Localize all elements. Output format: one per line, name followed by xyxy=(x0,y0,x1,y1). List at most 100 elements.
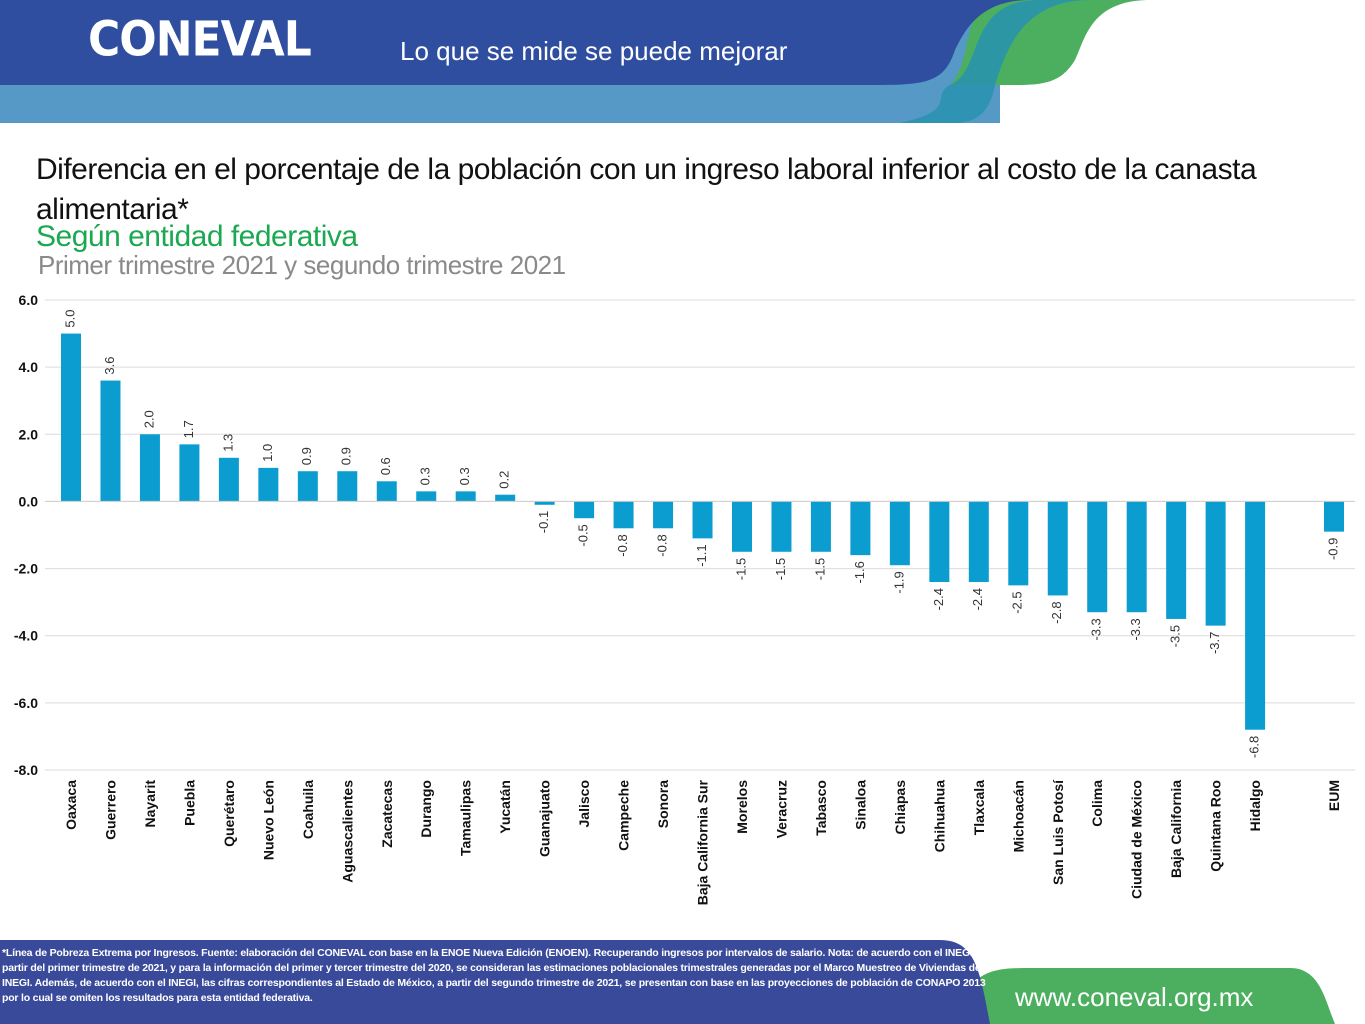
data-label: -2.4 xyxy=(970,588,985,610)
x-tick-label: Chihuahua xyxy=(931,780,947,853)
bar-Guanajuato xyxy=(534,501,555,505)
bar-Tabasco xyxy=(810,501,831,552)
x-tick-label: Ciudad de México xyxy=(1129,780,1145,899)
x-tick-label: Zacatecas xyxy=(379,780,395,848)
data-label: -2.4 xyxy=(931,588,946,610)
data-label: -3.3 xyxy=(1128,618,1143,640)
data-label: -1.5 xyxy=(733,558,748,580)
data-label: 3.6 xyxy=(102,356,117,374)
data-label: -0.5 xyxy=(576,524,591,546)
x-tick-label: Nayarit xyxy=(142,780,158,828)
data-label: -2.8 xyxy=(1049,601,1064,623)
slogan: Lo que se mide se puede mejorar xyxy=(400,36,788,66)
x-tick-label: Yucatán xyxy=(497,780,513,834)
data-label: 2.0 xyxy=(141,410,156,428)
data-label: -0.8 xyxy=(654,534,669,556)
x-tick-label: Hidalgo xyxy=(1247,780,1263,831)
bar-Querétaro xyxy=(218,457,239,502)
x-tick-label: Coahuila xyxy=(300,780,316,839)
bar-Nuevo León xyxy=(258,467,279,502)
bar-Durango xyxy=(416,491,437,502)
data-label: 0.3 xyxy=(418,467,433,485)
bar-Baja California xyxy=(1166,501,1187,619)
data-label: -0.1 xyxy=(536,511,551,533)
bar-Campeche xyxy=(613,501,634,529)
y-tick-label: -8.0 xyxy=(14,762,38,778)
bar-Puebla xyxy=(179,444,200,502)
x-tick-label: Sinaloa xyxy=(852,780,868,830)
data-label: -3.7 xyxy=(1207,632,1222,654)
x-tick-label: Tlaxcala xyxy=(971,780,987,835)
x-tick-label: Morelos xyxy=(734,780,750,834)
data-label: 5.0 xyxy=(62,309,77,327)
x-tick-label: Veracruz xyxy=(773,780,789,838)
x-tick-label: Jalisco xyxy=(576,780,592,827)
bar-Hidalgo xyxy=(1245,501,1266,730)
data-label: 0.3 xyxy=(457,467,472,485)
x-tick-label: Colima xyxy=(1089,780,1105,827)
data-label: -3.5 xyxy=(1168,625,1183,647)
header-banner xyxy=(0,0,1150,123)
website-link[interactable]: www.coneval.org.mx xyxy=(1015,982,1254,1012)
footnote: *Línea de Pobreza Extrema por Ingresos. … xyxy=(2,947,986,1004)
x-tick-label: Querétaro xyxy=(221,780,237,847)
coneval-logo: CONEVAL xyxy=(88,11,312,68)
bar-Morelos xyxy=(731,501,752,552)
y-tick-label: 4.0 xyxy=(19,359,39,375)
bar-Sinaloa xyxy=(850,501,871,556)
bar-Quintana Roo xyxy=(1205,501,1226,626)
data-label: -0.9 xyxy=(1325,538,1340,560)
x-tick-label: Tabasco xyxy=(813,780,829,836)
bar-Veracruz xyxy=(771,501,792,552)
bar-Chihuahua xyxy=(929,501,950,582)
bar-Colima xyxy=(1087,501,1108,613)
bar-Nayarit xyxy=(139,434,160,502)
bar-EUM xyxy=(1324,501,1344,532)
bar-Chiapas xyxy=(889,501,910,566)
x-tick-label: Chiapas xyxy=(892,780,908,835)
data-label: -1.5 xyxy=(773,558,788,580)
bar-Jalisco xyxy=(574,501,595,519)
data-label: -2.5 xyxy=(1010,591,1025,613)
data-label: -1.9 xyxy=(891,571,906,593)
data-label: 1.7 xyxy=(181,420,196,438)
x-tick-label: Guanajuato xyxy=(537,780,553,857)
chart-title: Diferencia en el porcentaje de la poblac… xyxy=(36,153,1257,226)
data-label: 0.9 xyxy=(299,447,314,465)
bar-Tlaxcala xyxy=(968,501,989,582)
data-label: 0.2 xyxy=(497,471,512,489)
bar-San Luis Potosí xyxy=(1047,501,1068,596)
data-label: -3.3 xyxy=(1089,618,1104,640)
y-tick-label: 0.0 xyxy=(19,493,39,509)
x-tick-label: Michoacán xyxy=(1010,780,1026,852)
data-label: 0.6 xyxy=(378,457,393,475)
bar-Baja California Sur xyxy=(692,501,713,539)
x-tick-label: Campeche xyxy=(616,780,632,851)
data-label: -1.1 xyxy=(694,544,709,566)
x-tick-label: Puebla xyxy=(181,780,197,826)
bar-Michoacán xyxy=(1008,501,1029,586)
bar-Sonora xyxy=(653,501,674,529)
y-tick-label: -6.0 xyxy=(14,695,38,711)
bar-chart: 6.0 4.0 2.0 0.0 -2.0 -4.0 -6.0 -8.0 5.0 3.6 2.0 1.7… xyxy=(14,292,1355,905)
x-tick-label: Guerrero xyxy=(102,780,118,840)
x-tick-label: Quintana Roo xyxy=(1208,780,1224,872)
bar-Tamaulipas xyxy=(455,491,476,502)
data-label: -1.6 xyxy=(852,561,867,583)
y-tick-label: 2.0 xyxy=(19,426,39,442)
bar-Oaxaca xyxy=(61,333,81,502)
x-tick-label: Tamaulipas xyxy=(458,780,474,856)
bar-Ciudad de México xyxy=(1126,501,1147,613)
x-tick-label: Sonora xyxy=(655,780,671,828)
chart-period: Primer trimestre 2021 y segundo trimestr… xyxy=(38,250,566,280)
x-tick-label: Durango xyxy=(418,780,434,838)
data-label: -6.8 xyxy=(1247,736,1262,758)
x-tick-label: Baja California Sur xyxy=(695,779,711,905)
chart-subtitle: Según entidad federativa xyxy=(36,220,358,253)
y-tick-label: -2.0 xyxy=(14,561,38,577)
bar-Zacatecas xyxy=(376,481,397,502)
bar-Coahuila xyxy=(297,471,318,502)
bar-Yucatán xyxy=(495,494,516,502)
x-tick-label: Oaxaca xyxy=(63,780,79,830)
data-label: 1.3 xyxy=(220,434,235,452)
